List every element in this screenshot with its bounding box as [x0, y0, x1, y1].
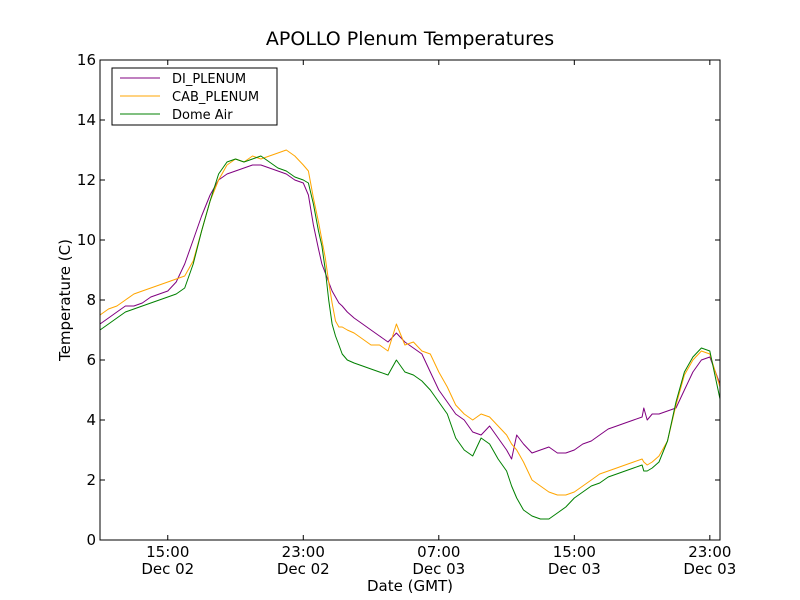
x-tick-time-label: 23:00: [688, 543, 731, 561]
y-tick-label: 8: [86, 291, 96, 309]
y-tick-label: 4: [86, 411, 96, 429]
y-axis: 0 2 4 6 8 10 12 14 16: [77, 51, 720, 549]
x-tick-date-label: Dec 02: [277, 560, 330, 578]
plot-background: [100, 60, 720, 540]
y-tick-label: 6: [86, 351, 96, 369]
x-tick-time-label: 15:00: [146, 543, 189, 561]
plot-area: [99, 59, 721, 541]
x-tick-time-label: 15:00: [553, 543, 596, 561]
y-tick-label: 10: [77, 231, 96, 249]
y-tick-label: 12: [77, 171, 96, 189]
y-tick-label: 2: [86, 471, 96, 489]
series-line-cab-plenum: [99, 149, 721, 496]
y-axis-label: Temperature (C): [56, 239, 74, 362]
series-layer: [99, 149, 721, 520]
legend[interactable]: DI_PLENUM CAB_PLENUM Dome Air: [111, 67, 278, 126]
legend-label: CAB_PLENUM: [172, 90, 259, 105]
y-tick-label: 16: [77, 51, 96, 69]
x-tick-date-label: Dec 02: [141, 560, 194, 578]
series-line-dome-air: [99, 155, 721, 520]
x-axis-label: Date (GMT): [367, 577, 453, 595]
chart-title: APOLLO Plenum Temperatures: [266, 28, 554, 50]
x-tick-date-label: Dec 03: [683, 560, 736, 578]
legend-label: Dome Air: [172, 108, 233, 123]
y-tick-label: 14: [77, 111, 96, 129]
x-tick-date-label: Dec 03: [548, 560, 601, 578]
x-tick-time-label: 23:00: [282, 543, 325, 561]
x-tick-date-label: Dec 03: [412, 560, 465, 578]
y-tick-label: 0: [86, 531, 96, 549]
series-line-di-plenum: [99, 164, 721, 460]
legend-label: DI_PLENUM: [172, 72, 246, 87]
x-tick-time-label: 07:00: [417, 543, 460, 561]
